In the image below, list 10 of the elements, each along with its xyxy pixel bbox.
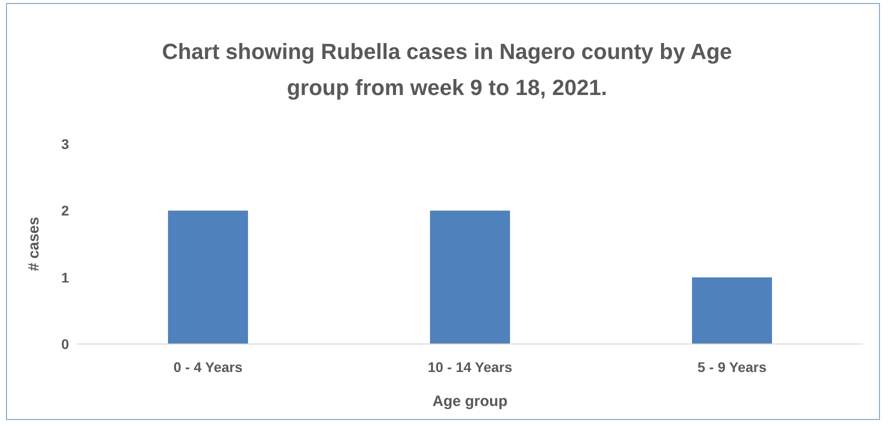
y-tick-label: 0 (61, 336, 70, 352)
y-tick-label: 3 (61, 136, 70, 152)
x-axis-title: Age group (432, 393, 508, 410)
y-axis-title: # cases (25, 216, 42, 272)
y-tick-label: 2 (61, 202, 70, 219)
x-tick-label: 0 - 4 Years (173, 358, 243, 375)
x-tick-label: 5 - 9 Years (697, 358, 767, 375)
chart-title: Chart showing Rubella cases in Nagero county by Age group from week 9 to 18, 2021. (160, 38, 734, 102)
y-tick-label: 1 (61, 269, 70, 286)
x-tick-label: 10 - 14 Years (428, 358, 513, 375)
